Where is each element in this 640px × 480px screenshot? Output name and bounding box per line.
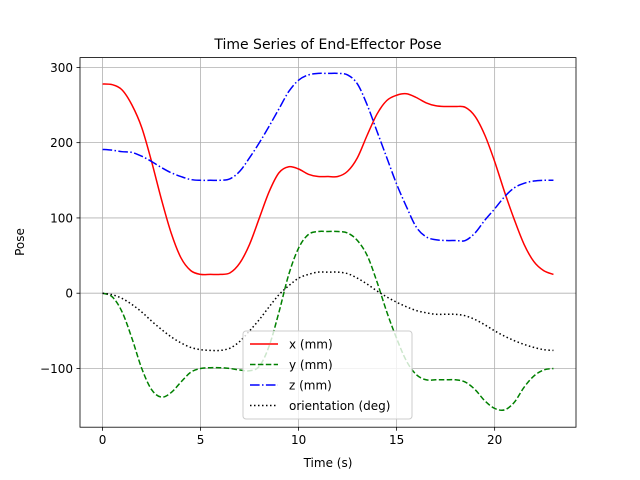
x-tick-label: 20 (487, 433, 502, 447)
x-tick-label: 0 (99, 433, 107, 447)
y-tick-label: −100 (40, 362, 73, 376)
series-line-x (102, 83, 554, 276)
x-tick-label: 10 (291, 433, 306, 447)
x-tick-label: 5 (197, 433, 205, 447)
y-axis-label: Pose (13, 228, 27, 256)
legend-label-orientation: orientation (deg) (289, 399, 390, 413)
series-lines (102, 72, 554, 412)
legend-label-z: z (mm) (289, 379, 332, 393)
legend-box (242, 330, 413, 420)
plot-area-frame (79, 57, 577, 428)
y-tick-label: 100 (50, 211, 73, 225)
x-axis-label: Time (s) (303, 456, 353, 470)
series-line-y (102, 230, 554, 412)
y-tick-label: 200 (50, 136, 73, 150)
x-tick-label: 15 (389, 433, 404, 447)
legend: x (mm) y (mm) z (mm) orientation (deg) (242, 330, 413, 420)
y-tick-label: 0 (65, 287, 73, 301)
axis-ticks: 0 5 10 15 20 −100 0 100 200 300 (40, 61, 502, 447)
y-tick-label: 300 (50, 61, 73, 75)
chart-title: Time Series of End-Effector Pose (213, 37, 441, 53)
legend-label-x: x (mm) (289, 338, 333, 352)
series-line-z (102, 72, 554, 242)
legend-label-y: y (mm) (289, 358, 333, 372)
